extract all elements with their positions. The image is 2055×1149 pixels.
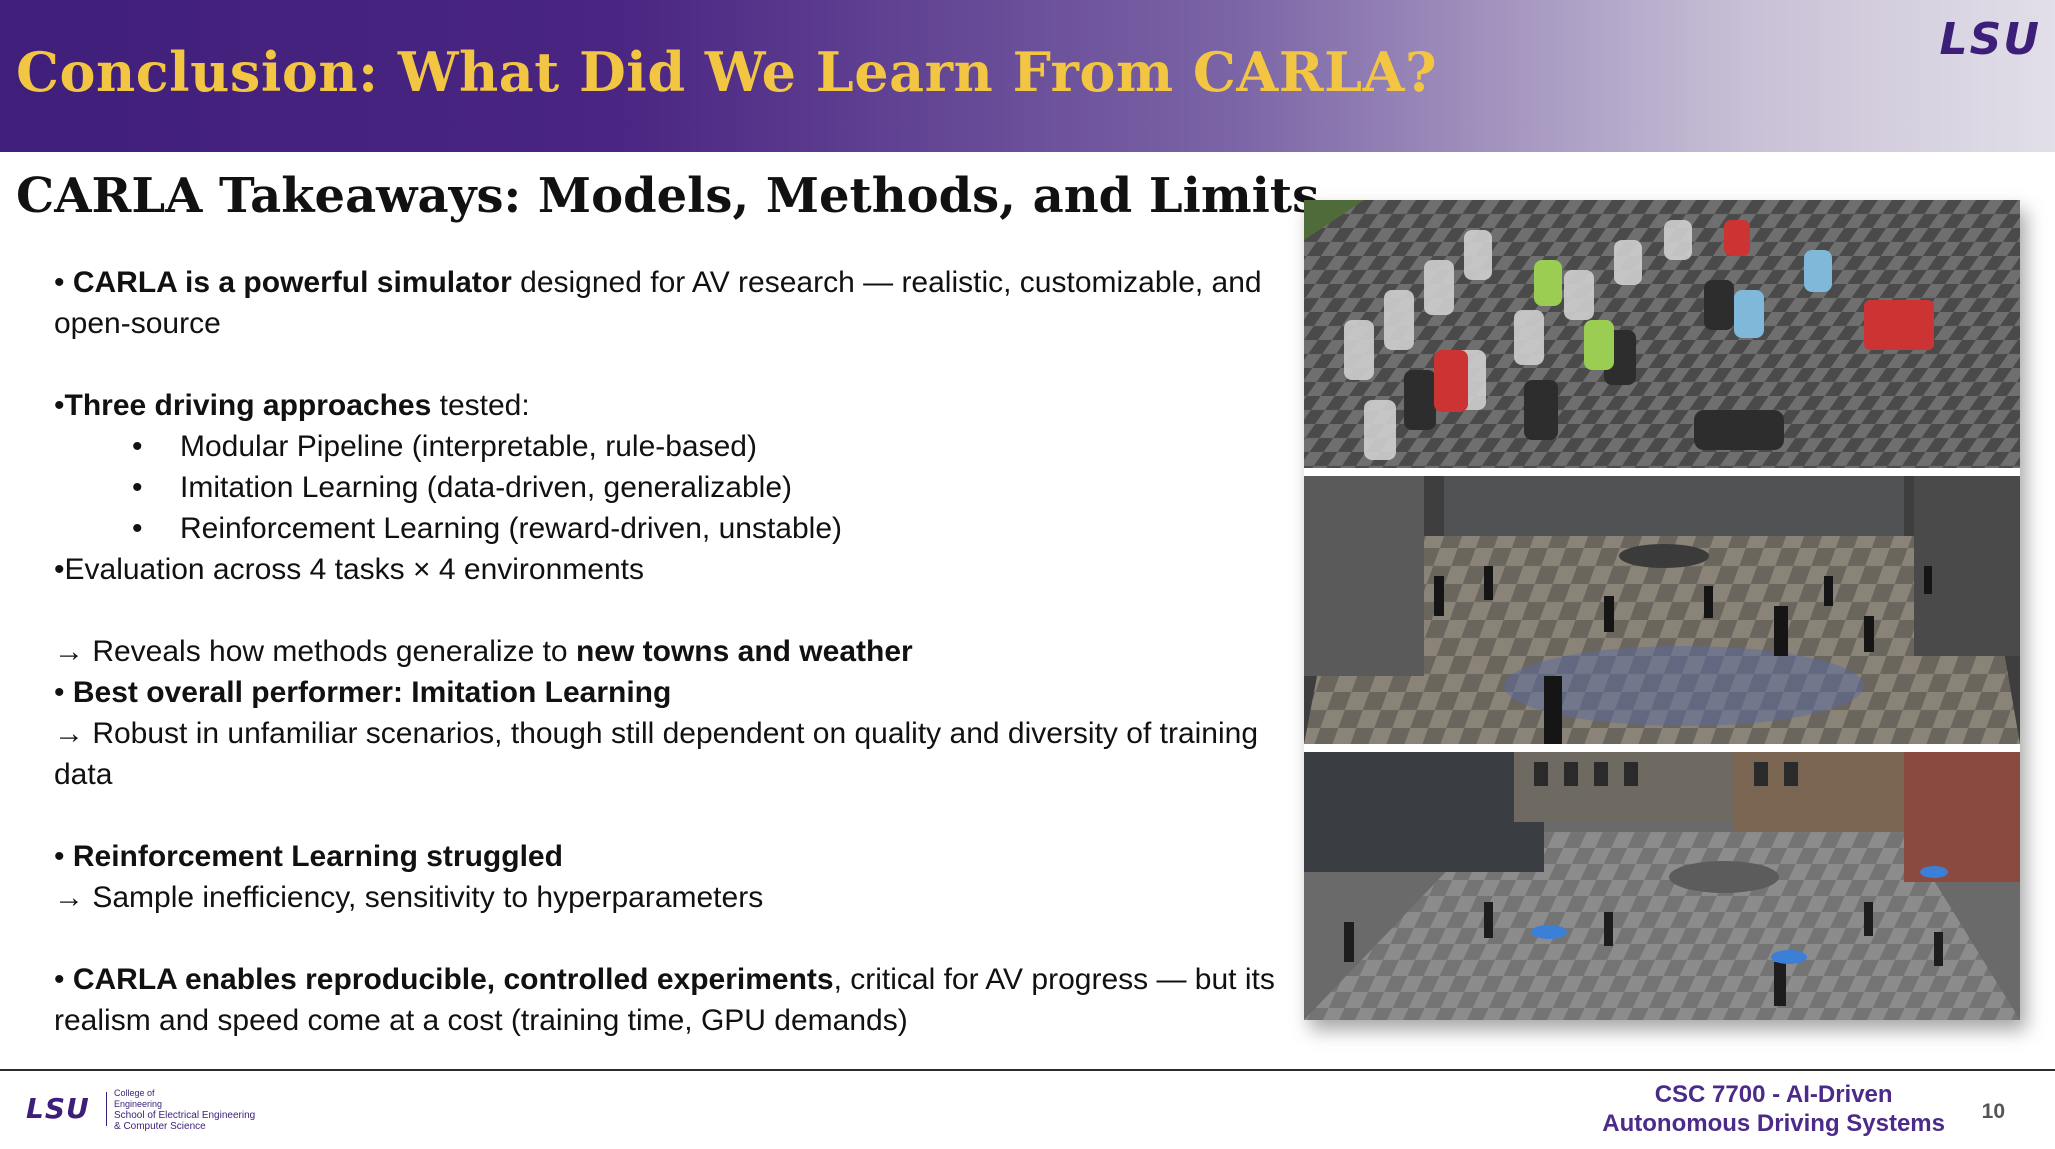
list-item: Reinforcement Learning (reward-driven, u… — [132, 508, 1294, 549]
point-generalize-text: → Reveals how methods generalize to — [54, 635, 576, 668]
lsu-logo: LSU — [1939, 14, 2041, 65]
point-best-performer-bold: Best overall performer: Imitation Learni… — [72, 676, 672, 709]
footer-logo-separator — [106, 1092, 107, 1126]
footer-unit-name: College of Engineering School of Electri… — [114, 1088, 255, 1132]
plaza-pedestrians-image — [1304, 476, 2020, 744]
footer-unit-line: & Computer Science — [114, 1121, 206, 1132]
slide-title: Conclusion: What Did We Learn From CARLA… — [16, 40, 1438, 104]
point-reproducible-text: , critical for AV progress — but its rea… — [54, 963, 1275, 1037]
slide-header: Conclusion: What Did We Learn From CARLA… — [0, 0, 2055, 152]
point-approaches: •Three driving approaches tested: — [54, 389, 530, 422]
course-line: CSC 7700 - AI-Driven — [1654, 1081, 1893, 1108]
point-simulator-bold: CARLA is a powerful simulator — [72, 266, 512, 299]
point-approaches-bold: Three driving approaches — [64, 389, 432, 422]
course-line: Autonomous Driving Systems — [1602, 1110, 1945, 1137]
point-generalize-bold: new towns and weather — [575, 635, 913, 668]
list-item: Imitation Learning (data-driven, general… — [132, 467, 1294, 508]
footer-lsu-logo: LSU — [26, 1092, 90, 1125]
point-rl-struggled-bold: Reinforcement Learning struggled — [72, 840, 563, 873]
point-simulator-text: designed for AV research — realistic, cu… — [54, 266, 1262, 340]
parking-lot-image — [1304, 200, 2020, 468]
footer-unit-line: College of — [114, 1088, 155, 1098]
page-number: 10 — [1981, 1100, 2005, 1123]
point-robust: → Robust in unfamiliar scenarios, though… — [54, 717, 1259, 791]
carla-screenshots — [1304, 200, 2020, 1020]
list-item: Modular Pipeline (interpretable, rule-ba… — [132, 426, 1294, 467]
slide-subtitle: CARLA Takeaways: Models, Methods, and Li… — [16, 168, 1320, 224]
rainy-plaza-image — [1304, 752, 2020, 1020]
course-name: CSC 7700 - AI-Driven Autonomous Driving … — [1602, 1080, 1945, 1138]
footer-unit-line: School of Electrical Engineering — [114, 1110, 256, 1121]
point-reproducible: • CARLA enables reproducible, controlled… — [54, 963, 1275, 1037]
point-rl-struggled: • Reinforcement Learning struggled — [54, 840, 563, 873]
point-evaluation: •Evaluation across 4 tasks × 4 environme… — [54, 553, 644, 586]
point-approaches-text: tested: — [431, 389, 530, 422]
footer-unit-line: Engineering — [114, 1099, 163, 1109]
approaches-list: Modular Pipeline (interpretable, rule-ba… — [54, 426, 1294, 549]
point-sample-inefficiency: → Sample inefficiency, sensitivity to hy… — [54, 881, 764, 914]
point-reproducible-bold: CARLA enables reproducible, controlled e… — [72, 963, 834, 996]
point-best-performer: • Best overall performer: Imitation Lear… — [54, 676, 672, 709]
point-generalize: → Reveals how methods generalize to new … — [54, 631, 1294, 672]
point-simulator: • CARLA is a powerful simulator designed… — [54, 266, 1262, 340]
slide-body: • CARLA is a powerful simulator designed… — [54, 262, 1294, 1041]
footer-divider — [0, 1069, 2055, 1071]
